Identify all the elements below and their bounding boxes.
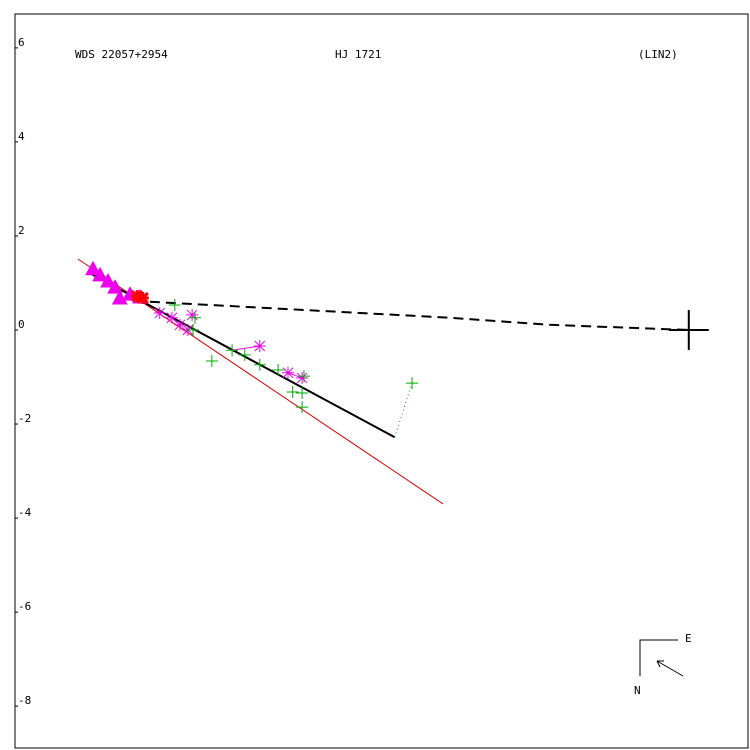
point-asterisk: [253, 339, 266, 352]
point-plus: [296, 386, 309, 399]
plot-frame: [14, 13, 749, 749]
point-asterisk: [296, 371, 309, 384]
point-triangle: [111, 289, 128, 305]
series-line: [149, 300, 689, 331]
point-plus: [296, 401, 309, 414]
point-star: [131, 290, 144, 303]
point-triangle: [92, 266, 108, 282]
compass-east: E: [685, 632, 692, 645]
compass-north: N: [634, 684, 641, 697]
series-line: [232, 345, 260, 351]
y-tick-label: -8: [18, 694, 31, 707]
point-plus: [226, 344, 239, 357]
point-plus: [272, 363, 285, 376]
point-primary: [668, 309, 709, 350]
point-plus: [253, 358, 266, 371]
series-line: [287, 372, 303, 379]
point-asterisk: [165, 311, 178, 324]
point-asterisk: [173, 318, 186, 331]
point-triangle: [85, 260, 101, 276]
point-plus: [286, 386, 299, 399]
motion-arrow: [656, 660, 684, 677]
point-plus: [168, 299, 181, 312]
compass-axes: [639, 639, 678, 676]
label-name: HJ 1721: [335, 48, 381, 61]
point-asterisk: [186, 308, 199, 321]
y-tick-label: -4: [18, 506, 32, 519]
y-tick-label: 0: [18, 318, 25, 331]
y-tick-label: 6: [18, 36, 25, 49]
point-triangle: [107, 279, 123, 294]
point-plus: [205, 355, 218, 368]
point-asterisk: [281, 366, 294, 379]
point-asterisk: [153, 307, 166, 320]
series-line: [394, 382, 413, 438]
point-plus: [238, 348, 251, 361]
y-tick-label: 4: [18, 130, 25, 143]
label-ref: (LIN2): [638, 48, 678, 61]
point-plus: [188, 311, 201, 324]
point-star: [136, 291, 149, 305]
point-triangle: [100, 272, 116, 288]
label-wds: WDS 22057+2954: [75, 48, 168, 61]
y-tick-label: 2: [18, 224, 25, 237]
point-plus: [406, 377, 419, 390]
point-plus: [187, 323, 200, 336]
y-tick-label: -6: [18, 600, 31, 613]
y-tick-label: -2: [18, 412, 31, 425]
point-plus: [297, 370, 310, 383]
